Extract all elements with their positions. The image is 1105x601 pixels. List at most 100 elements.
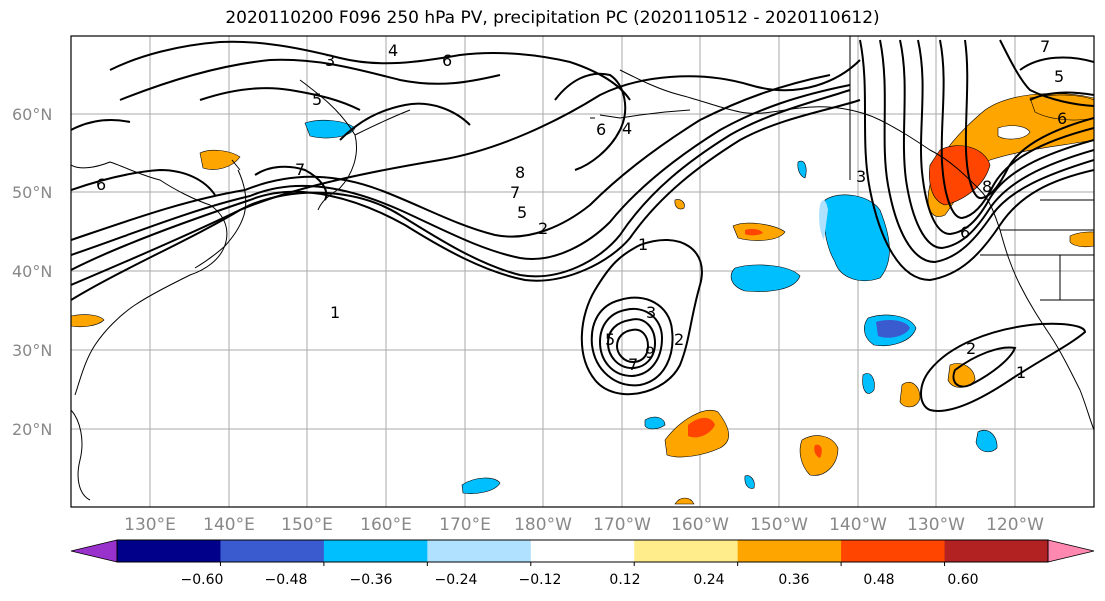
map-frame: [70, 35, 1095, 508]
precip-light-neg-gulf: [819, 200, 828, 240]
contour-label: 7: [1040, 37, 1050, 56]
contour-label: 5: [1054, 67, 1064, 86]
pv-cutoff-3: [598, 307, 664, 378]
precip-negative-gulf: [823, 194, 890, 282]
contour-label: 3: [325, 51, 335, 70]
precip-negative-small2: [975, 429, 998, 453]
contour-label: 5: [517, 203, 527, 222]
lon-label: 150°W: [750, 515, 808, 535]
pv-contour-2: [71, 99, 861, 282]
precip-negative-small8: [744, 475, 755, 489]
precip-positive-ne: [1029, 94, 1094, 121]
precip-strong-mid1: [745, 229, 763, 236]
colorbar-tick-label: 0.24: [693, 572, 725, 588]
pv-contour-12: [554, 72, 627, 171]
colorbar-tick-label: 0.36: [778, 572, 810, 588]
lon-label: 150°E: [281, 515, 333, 535]
contour-label: 3: [856, 167, 866, 186]
contour-label: 6: [96, 175, 106, 194]
contour-label: 6: [596, 120, 606, 139]
contour-label: 2: [674, 330, 684, 349]
precip-strong-neg-30n: [876, 320, 910, 338]
pv-contours: [71, 39, 1094, 412]
chart-title: 2020110200 F096 250 hPa PV, precipitatio…: [225, 8, 880, 28]
pv-ridge-east: [999, 39, 1094, 107]
lon-label: 170°W: [593, 515, 651, 535]
contour-label: 5: [312, 90, 322, 109]
pv-cutoff-2: [590, 296, 674, 387]
contour-label: 6: [960, 223, 970, 242]
pv-contour-7: [199, 87, 361, 111]
colorbar-tick-label: −0.24: [434, 572, 478, 588]
pv-contour-5: [109, 40, 631, 101]
colorbar-tick-label: −0.36: [349, 572, 393, 588]
lon-label: 130°W: [907, 515, 965, 535]
pv-trough-6: [964, 39, 1094, 200]
pv-cutoff-4: [606, 318, 657, 370]
precip-positive-west-edge: [71, 314, 105, 328]
border-inland: [1000, 199, 1094, 231]
colorbar-tick-label: −0.12: [518, 572, 562, 588]
precip-positive-east-edge: [1069, 231, 1094, 248]
contour-label: 1: [638, 235, 648, 254]
precip-negative-mid1: [730, 264, 801, 292]
pv-trough-4: [917, 39, 1094, 236]
precip-positive-box: [899, 381, 921, 408]
contour-label: 4: [622, 119, 632, 138]
contour-label: 7: [510, 183, 520, 202]
pv-contour-4: [71, 74, 831, 241]
contour-label: 8: [982, 177, 992, 196]
contour-label: 8: [515, 163, 525, 182]
lon-label: 160°E: [360, 515, 412, 535]
contour-label: 7: [295, 160, 305, 179]
colorbar-tick-label: 0.12: [609, 572, 641, 588]
contour-labels: 3 4 6 5 7 6 6 4 8 7 5 2 1 1 3 5 7 9 2 3 …: [96, 37, 1067, 382]
pv-cutoff-1: [580, 239, 703, 396]
lon-label: 180°W: [514, 515, 572, 535]
colorbar-tick-label: −0.60: [180, 572, 224, 588]
pv-contour-8: [254, 165, 328, 201]
colorbar-tick-label: 0.60: [947, 572, 979, 588]
precip-negative-small4: [644, 416, 666, 430]
pv-trough-2: [879, 39, 1094, 264]
precip-positive-small7: [674, 497, 695, 505]
pv-contour-11: [71, 119, 131, 131]
coast-kamchatka: [299, 79, 411, 211]
lon-label: 170°E: [439, 515, 491, 535]
contour-label: 7: [628, 355, 638, 374]
precip-positive-small6: [674, 199, 685, 210]
lon-label: 130°E: [124, 515, 176, 535]
lat-label: 20°N: [12, 420, 53, 439]
coast-asia: [71, 161, 228, 501]
lat-label: 60°N: [12, 105, 53, 124]
pv-contour-9: [71, 168, 216, 196]
pv-se-2: [952, 346, 1017, 388]
precip-positive-japan-north: [199, 149, 241, 170]
contour-label: 9: [645, 343, 655, 362]
coast-japan: [194, 159, 247, 269]
precip-negative-small5: [797, 160, 807, 179]
contour-label: 2: [966, 339, 976, 358]
pv-contour-6: [119, 58, 501, 101]
contour-label: 3: [646, 303, 656, 322]
contour-label: 6: [442, 51, 452, 70]
pv-east-closed: [1019, 56, 1094, 101]
contour-label: 4: [388, 41, 398, 60]
lon-label: 120°W: [986, 515, 1044, 535]
precip-gap: [997, 125, 1031, 140]
lon-label: 140°W: [829, 515, 887, 535]
lat-label: 30°N: [12, 341, 53, 360]
colorbar-tick-label: −0.48: [264, 572, 308, 588]
lon-label: 160°W: [671, 515, 729, 535]
lat-label: 50°N: [12, 183, 53, 202]
contour-label: 1: [1016, 363, 1026, 382]
pv-trough-3: [899, 39, 1094, 250]
pv-cutoff-5: [615, 328, 650, 364]
contour-label: 2: [538, 219, 548, 238]
contour-label: 6: [1057, 109, 1067, 128]
precip-negative-small1: [862, 373, 875, 394]
lon-label: 140°E: [203, 515, 255, 535]
pv-contour-10: [339, 102, 471, 141]
precip-negative-small3: [461, 477, 501, 494]
